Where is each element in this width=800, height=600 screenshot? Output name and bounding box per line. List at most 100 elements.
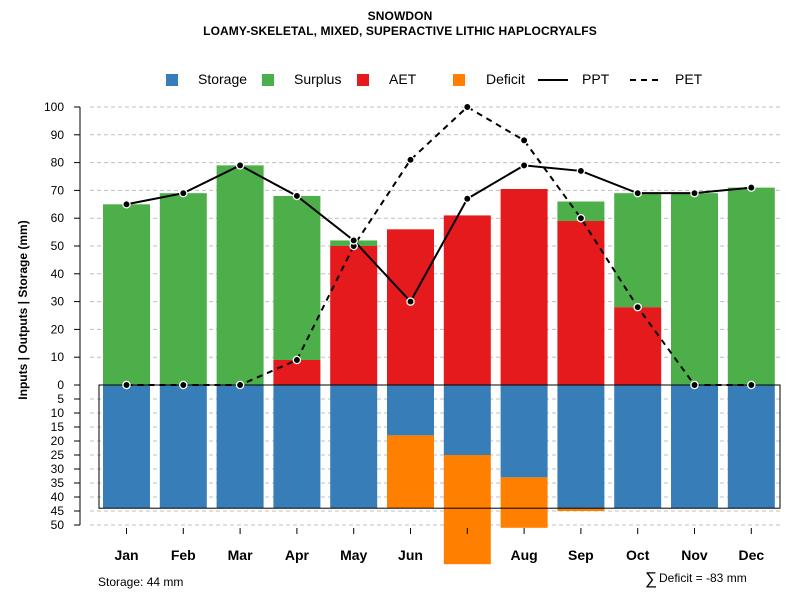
bar-storage-jul (443, 385, 491, 455)
pet-point-nov (690, 380, 699, 390)
x-tick-label-jul: Jul (457, 547, 477, 563)
y-tick-label-upper: 90 (51, 128, 65, 142)
x-tick-label-jan: Jan (114, 547, 138, 563)
x-tick-label-may: May (340, 547, 367, 563)
y-tick-label-upper: 0 (57, 378, 64, 392)
ppt-point-may (349, 236, 358, 245)
legend-swatch-aet (357, 74, 369, 86)
bar-surplus-jan (103, 204, 150, 385)
ppt-point-aug (519, 161, 529, 170)
pet-point-jul (463, 102, 472, 112)
ppt-point-jan (122, 200, 131, 209)
bar-storage-jan (103, 385, 150, 509)
y-tick-label-upper: 60 (51, 211, 65, 225)
bar-deficit-aug (500, 477, 548, 528)
x-tick-label-jun: Jun (398, 547, 423, 563)
legend-swatch-surplus (262, 74, 274, 86)
legend-keys (166, 74, 662, 86)
legend-swatch-deficit (453, 74, 465, 86)
ppt-point-apr (292, 191, 302, 201)
bar-storage-nov (671, 385, 718, 509)
y-tick-label-upper: 70 (51, 183, 65, 197)
bar-deficit-sep (557, 508, 605, 511)
y-tick-label-upper: 100 (44, 100, 64, 114)
ppt-point-oct (633, 188, 642, 198)
bar-aet-aug (500, 189, 548, 385)
y-tick-label-lower: 15 (51, 420, 65, 434)
pet-point-aug (519, 136, 529, 145)
lines (122, 102, 756, 390)
bar-surplus-nov (671, 193, 718, 385)
bar-storage-sep (557, 385, 605, 509)
legend-label-storage: Storage (198, 71, 248, 87)
x-tick-label-nov: Nov (681, 547, 708, 563)
y-tick-label-lower: 20 (51, 434, 65, 448)
legend-swatch-storage (166, 74, 178, 86)
y-tick-label-lower: 45 (51, 504, 65, 518)
storage-summary: Storage: 44 mm (98, 575, 184, 589)
y-tick-label-lower: 40 (51, 490, 65, 504)
legend-label-surplus: Surplus (294, 71, 342, 87)
pet-point-jun (406, 155, 415, 165)
ppt-point-feb (179, 188, 188, 198)
bar-surplus-mar (216, 165, 264, 385)
y-tick-label-lower: 50 (51, 518, 65, 532)
bar-storage-aug (500, 385, 548, 478)
chart-subtitle: LOAMY-SKELETAL, MIXED, SUPERACTIVE LITHI… (203, 24, 597, 38)
y-tick-label-upper: 80 (51, 156, 65, 170)
bar-storage-jun (387, 385, 434, 436)
bar-surplus-dec (727, 187, 775, 385)
pet-point-feb (179, 380, 188, 390)
bar-storage-mar (216, 385, 264, 509)
x-tick-label-oct: Oct (626, 547, 650, 563)
bars (103, 165, 775, 565)
bar-deficit-jun (387, 435, 434, 509)
y-tick-label-upper: 30 (51, 295, 65, 309)
y-tick-label-lower: 30 (51, 462, 65, 476)
pet-point-apr (292, 355, 302, 365)
y-tick-label-lower: 25 (51, 448, 65, 462)
ppt-point-nov (690, 188, 699, 198)
x-tick-label-aug: Aug (510, 547, 537, 563)
pet-point-sep (576, 213, 586, 223)
x-tick-label-sep: Sep (568, 547, 594, 563)
x-tick-label-dec: Dec (738, 547, 764, 563)
y-tick-label-lower: 10 (51, 406, 65, 420)
legend-label-aet: AET (389, 71, 417, 87)
pet-point-oct (633, 302, 642, 312)
ppt-line (126, 164, 752, 304)
chart-title: SNOWDON (367, 9, 433, 23)
y-tick-label-upper: 50 (51, 239, 65, 253)
x-tick-label-apr: Apr (285, 547, 310, 563)
legend-label-deficit: Deficit (486, 71, 525, 87)
pet-point-mar (235, 380, 245, 390)
bar-storage-may (330, 385, 378, 509)
axes: 0102030405060708090100510152025303540455… (44, 100, 781, 563)
bar-aet-oct (614, 307, 662, 385)
bar-surplus-feb (159, 193, 207, 385)
ppt-point-jun (406, 297, 415, 306)
bar-aet-jul (443, 215, 491, 385)
sum-symbol: ∑ (645, 569, 658, 588)
bar-storage-dec (727, 385, 775, 509)
legend-label-pet: PET (675, 71, 703, 87)
y-tick-label-lower: 5 (57, 392, 64, 406)
bar-storage-apr (273, 385, 321, 509)
bar-storage-feb (159, 385, 207, 509)
x-tick-label-feb: Feb (171, 547, 196, 563)
bar-aet-may (330, 246, 378, 385)
ppt-point-sep (576, 166, 586, 176)
y-tick-label-lower: 35 (51, 476, 65, 490)
bar-surplus-sep (557, 201, 605, 221)
bar-surplus-apr (273, 195, 321, 360)
bar-storage-oct (614, 385, 662, 509)
legend-label-ppt: PPT (582, 71, 610, 87)
y-tick-label-upper: 10 (51, 350, 65, 364)
y-axis-label: Inputs | Outputs | Storage (mm) (16, 220, 30, 399)
y-tick-label-upper: 20 (51, 322, 65, 336)
pet-point-jan (122, 380, 131, 390)
bar-aet-jun (387, 229, 434, 385)
bar-surplus-oct (614, 193, 662, 308)
ppt-point-dec (747, 183, 756, 192)
